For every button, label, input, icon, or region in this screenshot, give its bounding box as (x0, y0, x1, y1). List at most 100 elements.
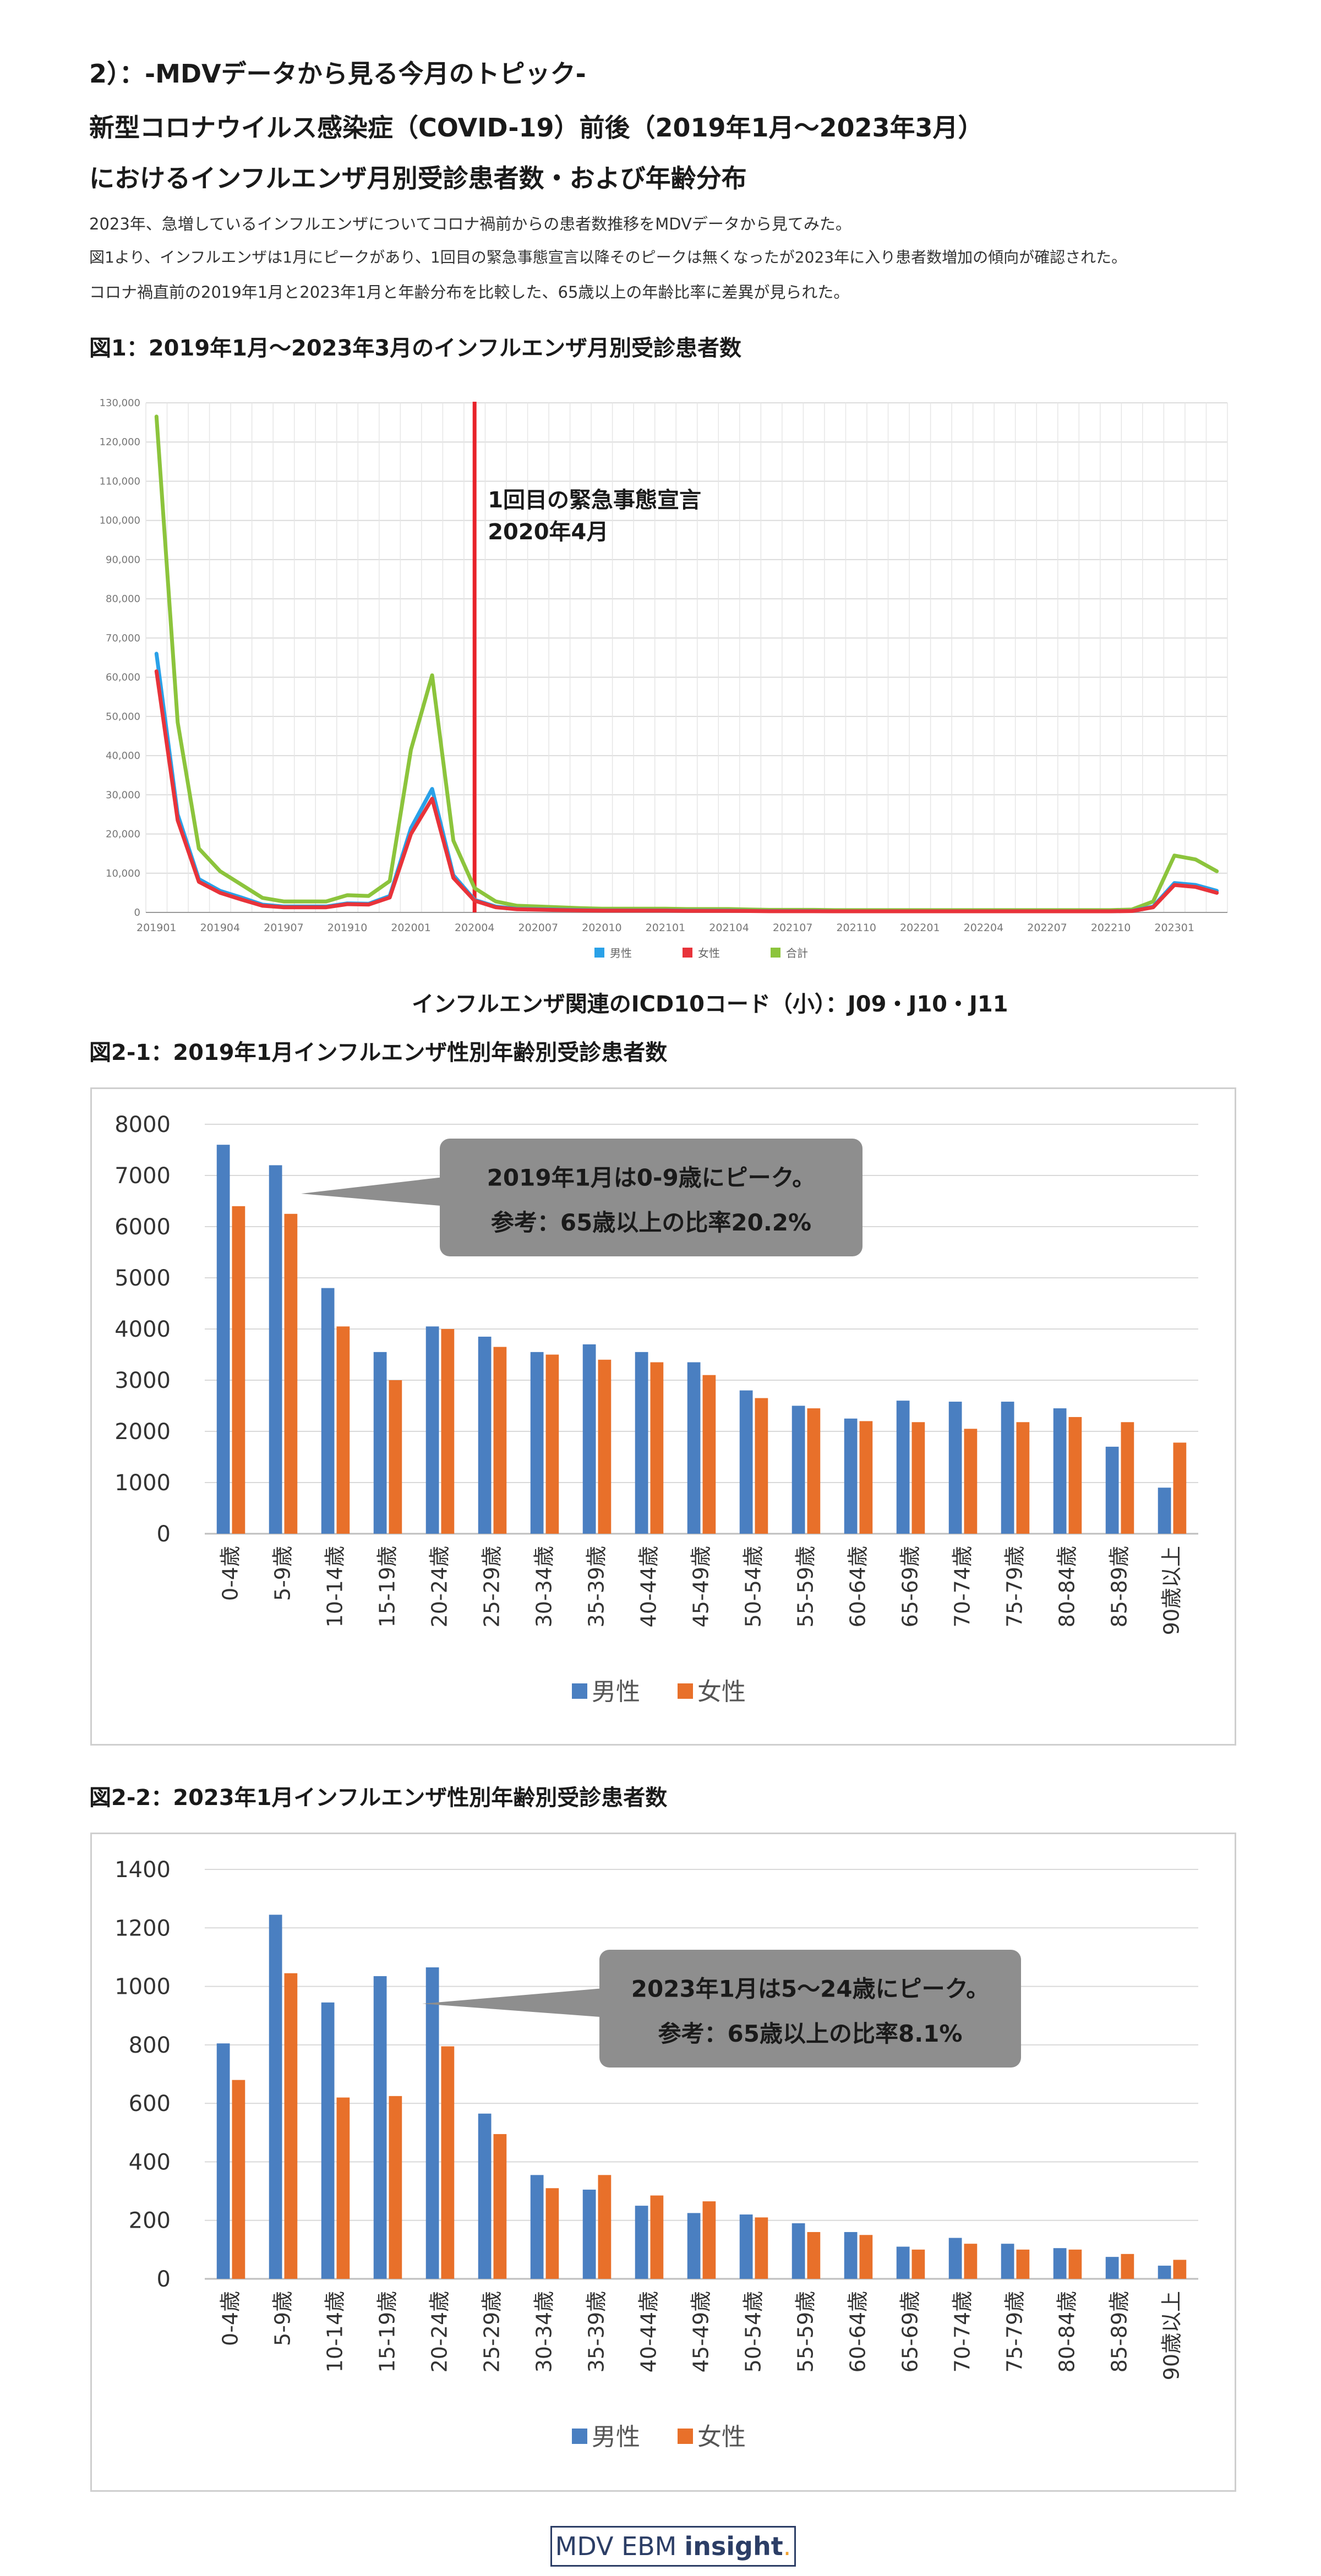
y-tick-label: 0 (134, 907, 140, 918)
x-tick-label: 202110 (836, 922, 876, 934)
x-tick-label: 85-89歳 (1107, 1546, 1132, 1627)
y-tick-label: 40,000 (106, 750, 140, 762)
bar-female (1173, 2260, 1187, 2279)
y-tick-label: 0 (157, 2267, 171, 2292)
fig2-1-title: 図2-1：2019年1月インフルエンザ性別年齢別受診患者数 (89, 1040, 668, 1065)
x-tick-label: 55-59歳 (794, 1546, 818, 1627)
bar-male (687, 2213, 701, 2279)
y-tick-label: 8000 (114, 1112, 171, 1137)
x-tick-label: 50-54歳 (741, 2291, 766, 2372)
bar-female (284, 1973, 298, 2279)
x-tick-label: 65-69歳 (898, 1546, 922, 1627)
callout-line1: 2023年1月は5～24歳にピーク。 (631, 1976, 989, 2003)
callout-box (599, 1950, 1021, 2068)
x-tick-label: 45-49歳 (689, 1546, 713, 1627)
x-tick-label: 202204 (964, 922, 1004, 934)
logo-prefix: MDV EBM (555, 2531, 677, 2561)
bar-female (493, 2134, 507, 2279)
bar-female (232, 1206, 245, 1534)
callout-box (440, 1139, 863, 1256)
x-tick-label: 50-54歳 (741, 1546, 766, 1627)
x-tick-label: 202207 (1027, 922, 1067, 934)
y-tick-label: 7000 (114, 1163, 171, 1189)
x-tick-label: 30-34歳 (532, 1546, 556, 1627)
bar-male (1158, 2266, 1171, 2279)
marker-annotation-line2: 2020年4月 (488, 519, 608, 545)
x-tick-label: 5-9歳 (271, 1546, 295, 1601)
bar-female (1121, 1422, 1134, 1534)
x-tick-label: 70-74歳 (951, 1546, 975, 1627)
callout-pointer (301, 1177, 442, 1206)
x-tick-label: 202104 (709, 922, 749, 934)
x-tick-label: 40-44歳 (637, 1546, 661, 1627)
intro-paragraph-2: 図1より、インフルエンザは1月にピークがあり、1回目の緊急事態宣言以降そのピーク… (89, 248, 1127, 266)
x-tick-label: 0-4歳 (219, 1546, 243, 1601)
bar-female (389, 2096, 402, 2279)
page-heading-line3: におけるインフルエンザ月別受診患者数・および年齢分布 (89, 163, 747, 193)
y-tick-label: 110,000 (100, 475, 140, 487)
bar-female (441, 1329, 455, 1534)
y-tick-label: 100,000 (100, 515, 140, 527)
fig1-line-chart: 0 10,000 20,000 30,000 40,000 50,000 60,000 70,… (100, 397, 1228, 960)
x-tick-label: 40-44歳 (637, 2291, 661, 2372)
x-tick-label: 202201 (900, 922, 940, 934)
bar-female (702, 1375, 716, 1534)
bar-male (530, 1352, 544, 1534)
x-tick-label: 60-64歳 (846, 2291, 870, 2372)
x-tick-label: 202107 (773, 922, 813, 934)
x-tick-label: 85-89歳 (1107, 2291, 1132, 2372)
y-tick-label: 0 (157, 1522, 171, 1547)
x-tick-label: 55-59歳 (794, 2291, 818, 2372)
bar-female (702, 2201, 716, 2279)
legend-label: 女性 (698, 947, 720, 960)
x-tick-label: 202004 (455, 922, 495, 934)
fig2-2-bar-chart: 0 200 400 600 800 1000 1200 1400 0-4歳 5-9歳 10-14歳 1… (114, 1857, 1198, 2451)
x-tick-label: 201904 (200, 922, 241, 934)
x-tick-label: 15-19歳 (375, 1546, 400, 1627)
page-heading-line1: 2）：-MDVデータから見る今月のトピック- (89, 59, 586, 89)
bar-female (336, 1326, 350, 1534)
fig1-caption: インフルエンザ関連のICD10コード（小）：J09・J10・J11 (412, 992, 1008, 1017)
bar-male (478, 2113, 492, 2279)
fig2-1-bar-chart: 0 1000 2000 3000 4000 5000 6000 7000 8000 0-4歳 5-9… (114, 1112, 1198, 1706)
bar-female (389, 1380, 402, 1534)
y-tick-label: 1400 (114, 1857, 171, 1883)
legend-label: 合計 (786, 947, 808, 960)
fig2-2-panel: 0 200 400 600 800 1000 1200 1400 0-4歳 5-9歳 10-14歳 1… (90, 1833, 1236, 2492)
y-tick-label: 4000 (114, 1317, 171, 1342)
bar-male (635, 2206, 648, 2279)
legend-label: 男性 (610, 947, 632, 960)
y-tick-label: 800 (129, 2033, 171, 2058)
y-tick-label: 70,000 (106, 632, 140, 644)
y-tick-label: 30,000 (106, 789, 140, 801)
bar-male (269, 1915, 282, 2279)
bar-male (1001, 2244, 1014, 2279)
bar-male (896, 1401, 910, 1534)
mdv-ebm-insight-logo: MDV EBM insight . (550, 2526, 796, 2567)
bar-female (493, 1347, 507, 1534)
x-tick-label: 45-49歳 (689, 2291, 713, 2372)
bar-male (425, 1967, 439, 2279)
legend-label-female: 女性 (697, 2423, 746, 2451)
x-tick-label: 202001 (391, 922, 431, 934)
bar-male (582, 2189, 596, 2279)
bar-female (441, 2046, 455, 2279)
bar-female (1121, 2254, 1134, 2279)
bar-male (582, 1344, 596, 1534)
bar-female (755, 1398, 768, 1534)
callout-line1: 2019年1月は0-9歳にピーク。 (487, 1164, 816, 1191)
bar-female (859, 2235, 873, 2279)
bar-female (650, 1362, 664, 1534)
bar-female (964, 2244, 978, 2279)
bar-male (791, 1405, 805, 1534)
x-tick-label: 15-19歳 (375, 2291, 400, 2372)
legend-label-male: 男性 (592, 2423, 640, 2451)
bar-female (1068, 1416, 1082, 1534)
y-tick-label: 90,000 (106, 554, 140, 566)
bar-female (336, 2097, 350, 2279)
x-tick-label: 25-29歳 (480, 2291, 504, 2372)
bar-male (948, 2238, 962, 2279)
x-tick-label: 75-79歳 (1003, 1546, 1027, 1627)
x-tick-label: 202210 (1091, 922, 1131, 934)
legend-label-female: 女性 (697, 1678, 746, 1706)
